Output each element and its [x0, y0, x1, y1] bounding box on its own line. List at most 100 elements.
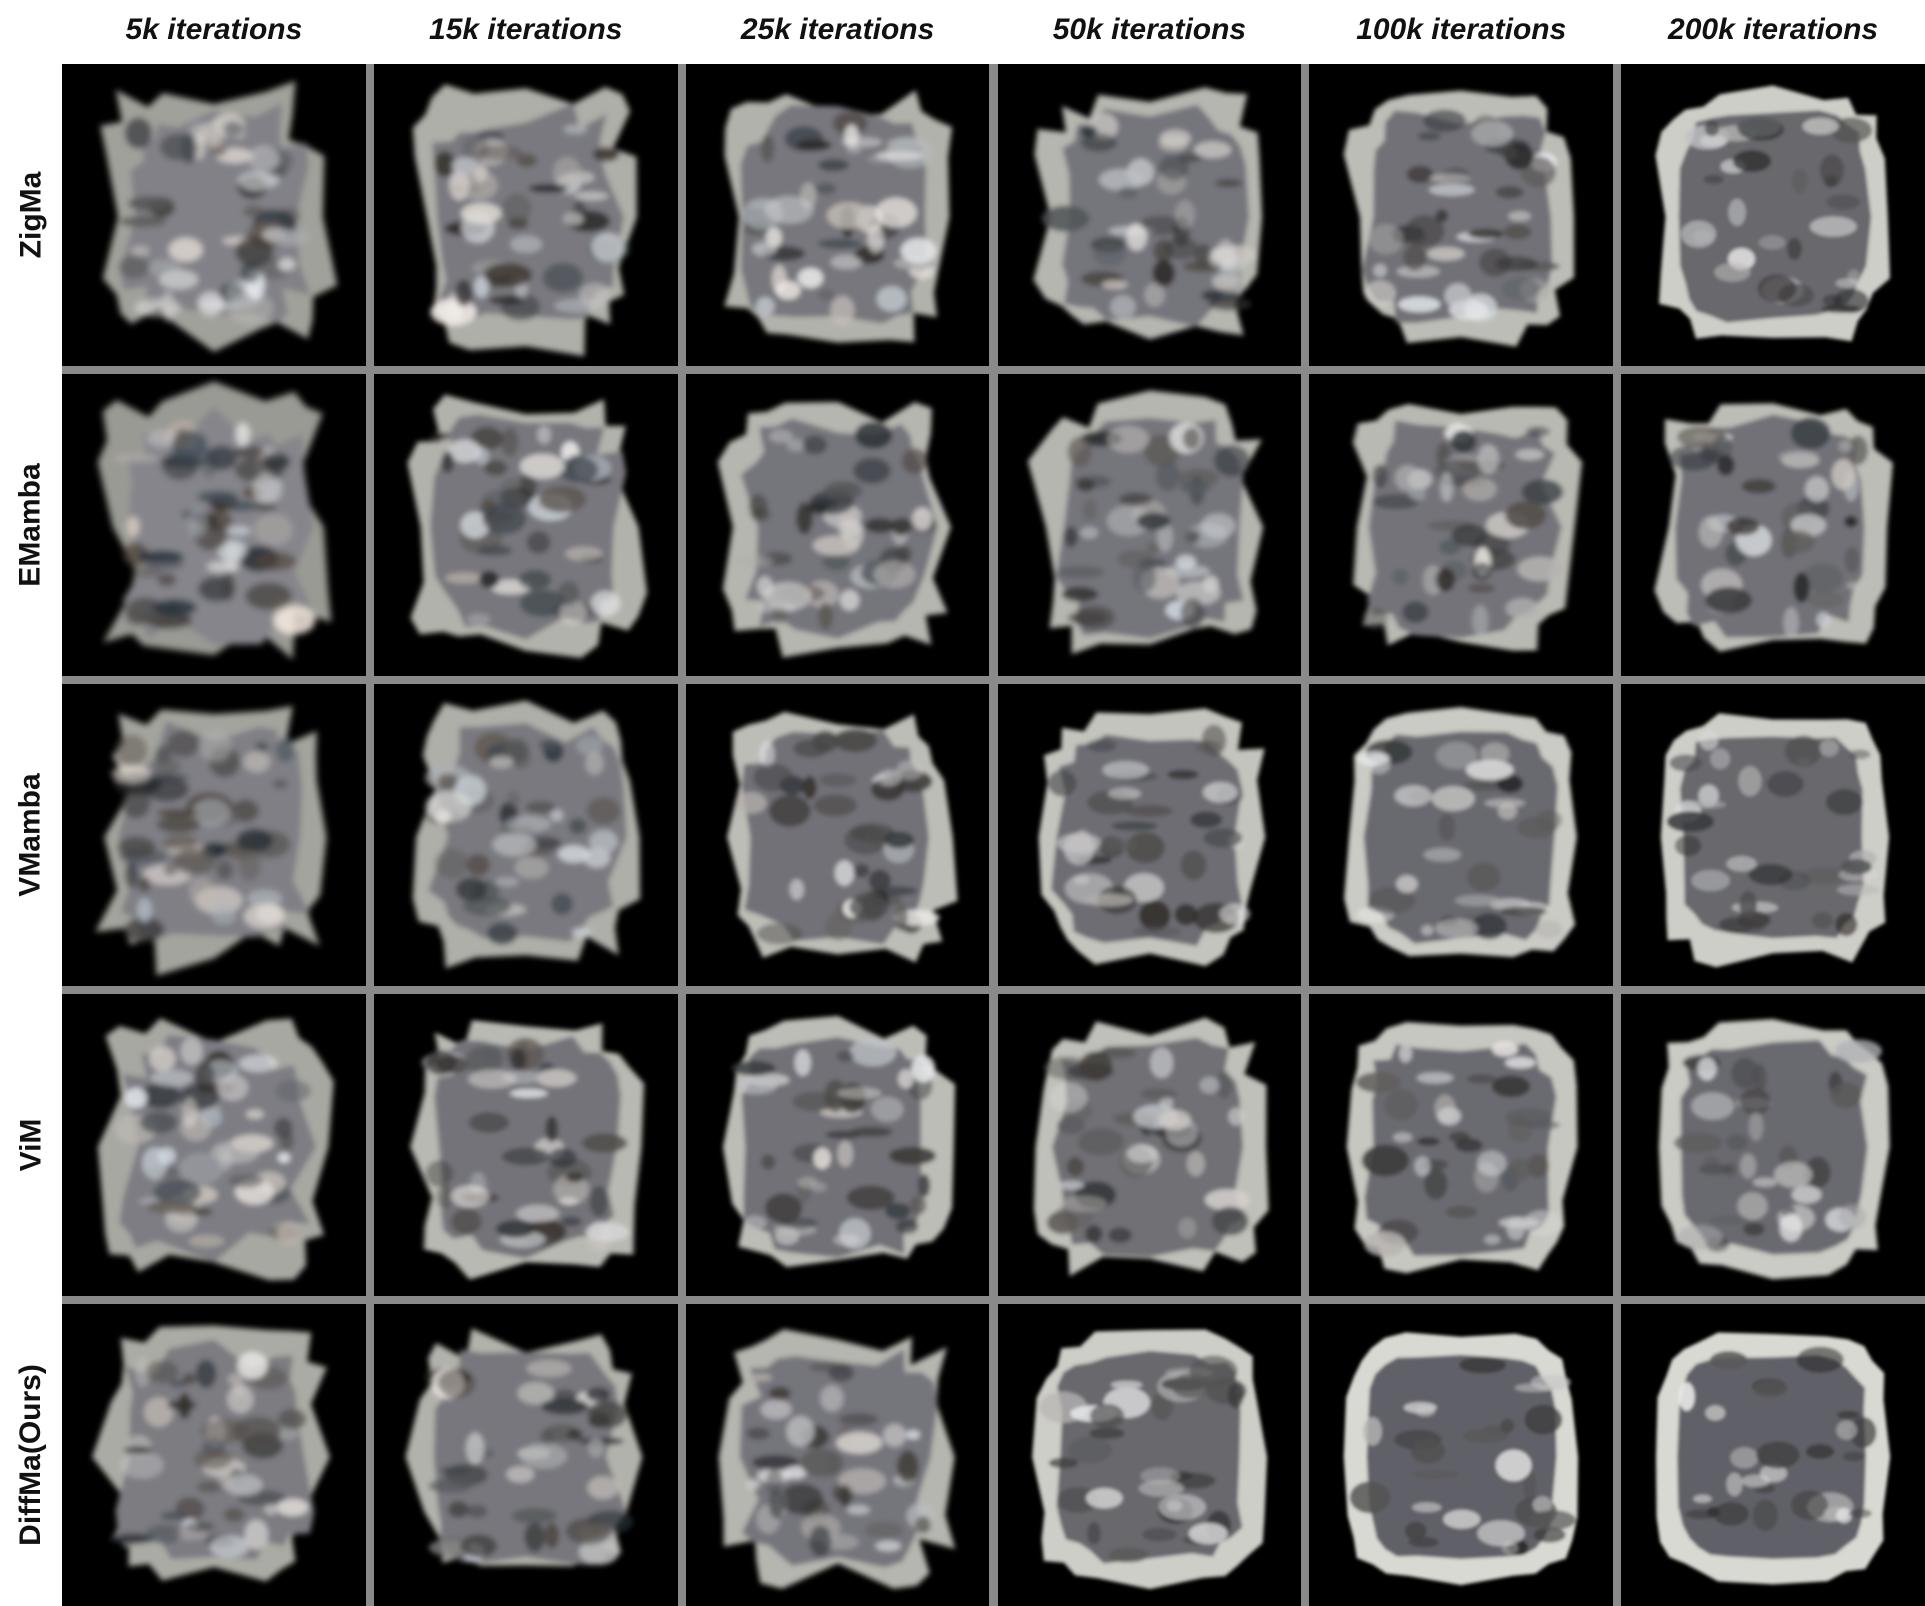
texture-patch	[1705, 587, 1753, 614]
texture-patch	[1816, 611, 1831, 628]
generated-sample-image	[373, 1304, 678, 1606]
texture-patch	[571, 927, 592, 938]
texture-patch	[1141, 1527, 1176, 1542]
texture-patch	[264, 1502, 278, 1515]
texture-patch	[1848, 435, 1869, 465]
column-header: 200k iterations	[1668, 13, 1879, 46]
texture-patch	[1364, 280, 1397, 307]
texture-patch	[1783, 606, 1799, 639]
texture-patch	[1200, 289, 1240, 302]
row-label: ViM	[0, 994, 62, 1296]
texture-patch	[558, 456, 598, 483]
texture-patch	[119, 215, 168, 227]
texture-patch	[813, 794, 857, 817]
texture-patch	[1700, 134, 1727, 147]
texture-patch	[1748, 863, 1793, 886]
texture-patch	[1079, 126, 1097, 138]
generated-sample-image	[1309, 374, 1614, 676]
column-header: 15k iterations	[429, 13, 623, 46]
texture-patch	[428, 1478, 473, 1494]
texture-patch	[468, 1069, 517, 1089]
texture-patch	[244, 1519, 269, 1550]
texture-patch	[1200, 513, 1236, 539]
texture-patch	[1440, 472, 1454, 502]
grid-separator-background	[62, 64, 1925, 1606]
texture-patch	[1698, 516, 1724, 549]
texture-patch	[794, 1049, 811, 1077]
row-label-text: VMamba	[14, 773, 47, 897]
texture-patch	[501, 1147, 550, 1166]
texture-patch	[797, 267, 823, 288]
texture-patch	[157, 573, 177, 587]
texture-patch	[123, 917, 165, 943]
texture-patch	[518, 569, 552, 590]
sample-image-svg	[1659, 1018, 1890, 1280]
texture-patch	[1842, 1451, 1865, 1462]
texture-patch	[1835, 913, 1858, 937]
sample-image-svg	[723, 90, 952, 343]
sample-image-svg	[1031, 1329, 1267, 1590]
texture-patch	[1811, 912, 1834, 929]
texture-patch	[1809, 216, 1857, 237]
generated-sample-image	[373, 64, 678, 366]
sample-image-svg	[1344, 90, 1575, 347]
texture-patch	[205, 445, 238, 471]
texture-patch	[1175, 554, 1196, 570]
texture-patch	[1805, 1156, 1831, 1189]
texture-patch	[1484, 798, 1526, 808]
texture-patch	[1826, 194, 1861, 210]
texture-patch	[1740, 1153, 1757, 1179]
texture-patch	[1748, 1111, 1764, 1141]
texture-patch	[553, 1173, 589, 1205]
texture-patch	[589, 829, 618, 854]
texture-patch	[756, 576, 773, 597]
texture-patch	[844, 124, 859, 148]
texture-patch	[1085, 1487, 1123, 1509]
texture-patch	[838, 1218, 871, 1250]
texture-patch	[1363, 607, 1388, 630]
texture-patch	[1515, 448, 1545, 461]
texture-patch	[1455, 894, 1502, 907]
texture-patch	[760, 134, 774, 163]
texture-patch	[466, 853, 490, 876]
texture-patch	[253, 551, 297, 572]
texture-patch	[1480, 742, 1510, 766]
texture-patch	[553, 1389, 577, 1405]
texture-patch	[1831, 459, 1856, 491]
texture-patch	[1067, 1436, 1112, 1464]
sample-image-svg	[1032, 87, 1262, 340]
texture-patch	[143, 776, 190, 802]
texture-patch	[763, 581, 812, 611]
texture-patch	[1468, 583, 1496, 594]
texture-patch	[1063, 526, 1078, 548]
texture-patch	[1523, 1470, 1537, 1502]
texture-patch	[465, 1045, 504, 1075]
generated-sample-image	[1309, 1304, 1614, 1606]
texture-patch	[504, 738, 529, 764]
texture-patch	[764, 1193, 802, 1224]
texture-patch	[1802, 563, 1844, 593]
texture-patch	[585, 751, 604, 776]
texture-patch	[846, 1185, 895, 1211]
sample-image-svg	[407, 394, 647, 658]
texture-patch	[1467, 862, 1501, 892]
texture-patch	[1084, 893, 1133, 907]
texture-patch	[1117, 186, 1138, 198]
texture-patch	[1844, 515, 1858, 528]
texture-patch	[217, 540, 247, 561]
texture-patch	[818, 603, 833, 630]
generated-sample-image	[373, 684, 678, 986]
texture-patch	[1396, 875, 1419, 893]
texture-patch	[173, 848, 217, 875]
texture-patch	[568, 818, 587, 835]
generated-sample-image	[1621, 374, 1925, 676]
texture-patch	[466, 613, 491, 626]
row-label-text: DiffMa(Ours)	[14, 1364, 47, 1546]
texture-patch	[519, 1443, 568, 1469]
generated-sample-image	[373, 374, 678, 676]
texture-patch	[1177, 1217, 1196, 1239]
texture-patch	[192, 798, 231, 828]
texture-patch	[569, 1520, 601, 1540]
texture-patch	[236, 828, 274, 852]
